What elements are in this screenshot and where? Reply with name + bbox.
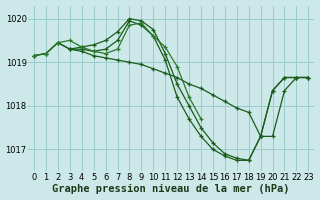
X-axis label: Graphe pression niveau de la mer (hPa): Graphe pression niveau de la mer (hPa) (52, 184, 290, 194)
